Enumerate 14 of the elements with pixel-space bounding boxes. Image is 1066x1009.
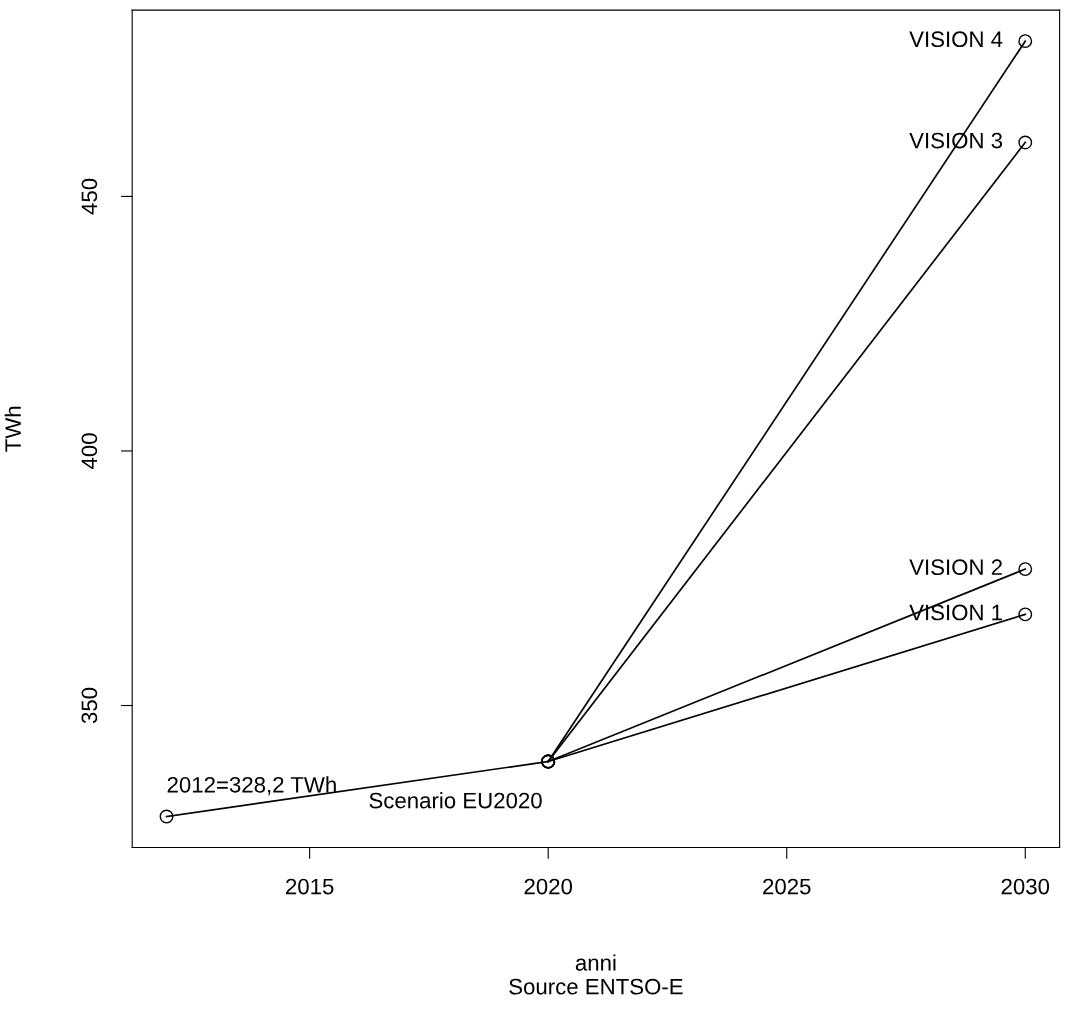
- y-axis-title: TWh: [4, 406, 21, 452]
- x-axis-title: anni: [575, 954, 616, 971]
- x-tick-label: 2015: [286, 878, 334, 895]
- x-tick-label: 2030: [1001, 878, 1050, 895]
- annotation: 2012=328,2 TWh: [167, 776, 336, 796]
- x-tick-label: 2020: [524, 878, 573, 895]
- source-note: Source ENTSO-E: [509, 978, 683, 995]
- y-tick-label: 350: [81, 687, 98, 724]
- y-tick-label: 450: [81, 178, 98, 215]
- x-tick-label: 2025: [763, 878, 811, 895]
- annotation: Scenario EU2020: [369, 792, 542, 809]
- series-label: VISION 2: [909, 559, 1002, 576]
- y-tick-label: 400: [81, 433, 98, 469]
- series-label: VISION 4: [909, 31, 1003, 48]
